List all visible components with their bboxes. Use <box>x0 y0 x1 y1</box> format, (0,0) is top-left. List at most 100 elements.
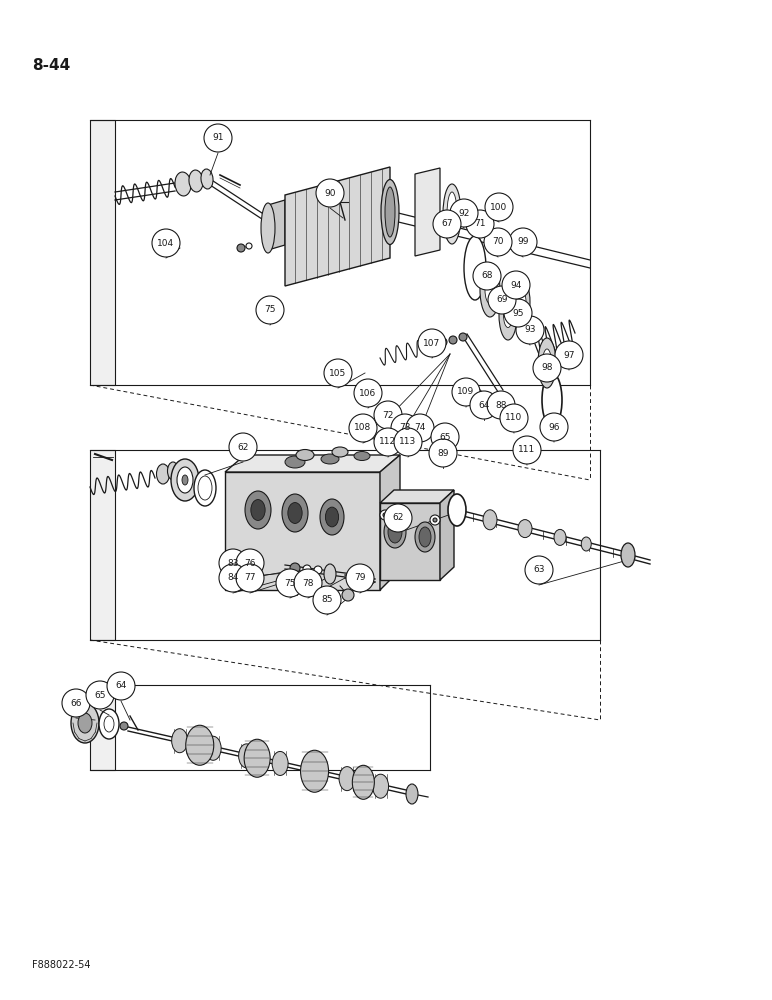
Text: 104: 104 <box>157 238 174 247</box>
Ellipse shape <box>542 373 562 427</box>
Circle shape <box>484 228 512 256</box>
Circle shape <box>391 414 419 442</box>
Text: 84: 84 <box>227 574 239 582</box>
Polygon shape <box>380 490 454 503</box>
Text: 67: 67 <box>442 220 452 229</box>
Text: 100: 100 <box>490 202 508 212</box>
Circle shape <box>488 286 516 314</box>
Circle shape <box>473 262 501 290</box>
Ellipse shape <box>385 187 395 237</box>
Circle shape <box>485 193 513 221</box>
Circle shape <box>540 413 568 441</box>
Text: 108: 108 <box>354 424 371 432</box>
Ellipse shape <box>581 537 591 551</box>
Text: 71: 71 <box>474 220 486 229</box>
Polygon shape <box>90 120 115 385</box>
Ellipse shape <box>186 725 214 765</box>
Ellipse shape <box>300 750 329 792</box>
Circle shape <box>229 433 257 461</box>
Text: 66: 66 <box>70 698 82 708</box>
Ellipse shape <box>480 263 500 317</box>
Circle shape <box>383 513 387 517</box>
Text: 75: 75 <box>284 578 296 587</box>
Text: 64: 64 <box>479 400 489 410</box>
Ellipse shape <box>189 170 203 192</box>
Circle shape <box>380 510 390 520</box>
Text: 109: 109 <box>457 387 475 396</box>
Circle shape <box>314 566 322 574</box>
Ellipse shape <box>244 739 270 777</box>
Ellipse shape <box>288 503 302 523</box>
Ellipse shape <box>503 302 513 328</box>
Ellipse shape <box>332 447 348 457</box>
Ellipse shape <box>464 236 486 300</box>
Circle shape <box>459 333 467 341</box>
Ellipse shape <box>543 349 551 377</box>
Circle shape <box>452 378 480 406</box>
Circle shape <box>237 244 245 252</box>
Text: 62: 62 <box>392 514 404 522</box>
Ellipse shape <box>324 564 336 584</box>
Text: 70: 70 <box>493 237 504 246</box>
Text: 95: 95 <box>513 308 523 318</box>
Ellipse shape <box>518 520 532 538</box>
Circle shape <box>555 341 583 369</box>
Circle shape <box>349 414 377 442</box>
Circle shape <box>86 681 114 709</box>
Text: 64: 64 <box>115 682 127 690</box>
Text: 92: 92 <box>459 209 469 218</box>
Ellipse shape <box>554 529 566 545</box>
Circle shape <box>433 210 461 238</box>
Text: 65: 65 <box>439 432 451 442</box>
Polygon shape <box>225 455 400 472</box>
Ellipse shape <box>339 767 355 791</box>
Circle shape <box>276 569 304 597</box>
Polygon shape <box>90 685 115 770</box>
Circle shape <box>62 689 90 717</box>
Ellipse shape <box>419 527 431 547</box>
Text: 75: 75 <box>264 306 276 314</box>
Text: 94: 94 <box>510 280 522 290</box>
Text: 68: 68 <box>481 271 493 280</box>
Circle shape <box>509 228 537 256</box>
Circle shape <box>204 124 232 152</box>
Ellipse shape <box>104 716 114 732</box>
Circle shape <box>431 423 459 451</box>
Ellipse shape <box>171 729 188 753</box>
Circle shape <box>525 556 553 584</box>
Text: 69: 69 <box>496 296 508 304</box>
Circle shape <box>466 210 494 238</box>
Circle shape <box>470 391 498 419</box>
Ellipse shape <box>621 543 635 567</box>
Text: F888022-54: F888022-54 <box>32 960 90 970</box>
Text: 107: 107 <box>423 338 441 348</box>
Polygon shape <box>268 200 285 250</box>
Ellipse shape <box>71 703 99 743</box>
Circle shape <box>450 199 478 227</box>
Ellipse shape <box>384 516 406 548</box>
Ellipse shape <box>485 276 495 304</box>
Ellipse shape <box>388 521 402 543</box>
Circle shape <box>120 722 128 730</box>
Ellipse shape <box>194 470 216 506</box>
Ellipse shape <box>168 462 178 480</box>
Polygon shape <box>225 472 380 590</box>
Circle shape <box>449 336 457 344</box>
Ellipse shape <box>175 172 191 196</box>
Ellipse shape <box>261 203 275 253</box>
Ellipse shape <box>352 765 374 799</box>
Circle shape <box>219 564 247 592</box>
Circle shape <box>418 329 446 357</box>
Circle shape <box>342 589 354 601</box>
Ellipse shape <box>373 774 388 798</box>
Circle shape <box>107 672 135 700</box>
Circle shape <box>504 299 532 327</box>
Text: 112: 112 <box>379 438 397 446</box>
Ellipse shape <box>499 290 517 340</box>
Ellipse shape <box>447 192 457 236</box>
Ellipse shape <box>245 491 271 529</box>
Text: 83: 83 <box>227 558 239 568</box>
Ellipse shape <box>272 751 288 775</box>
Text: 99: 99 <box>517 237 529 246</box>
Text: 111: 111 <box>518 446 536 454</box>
